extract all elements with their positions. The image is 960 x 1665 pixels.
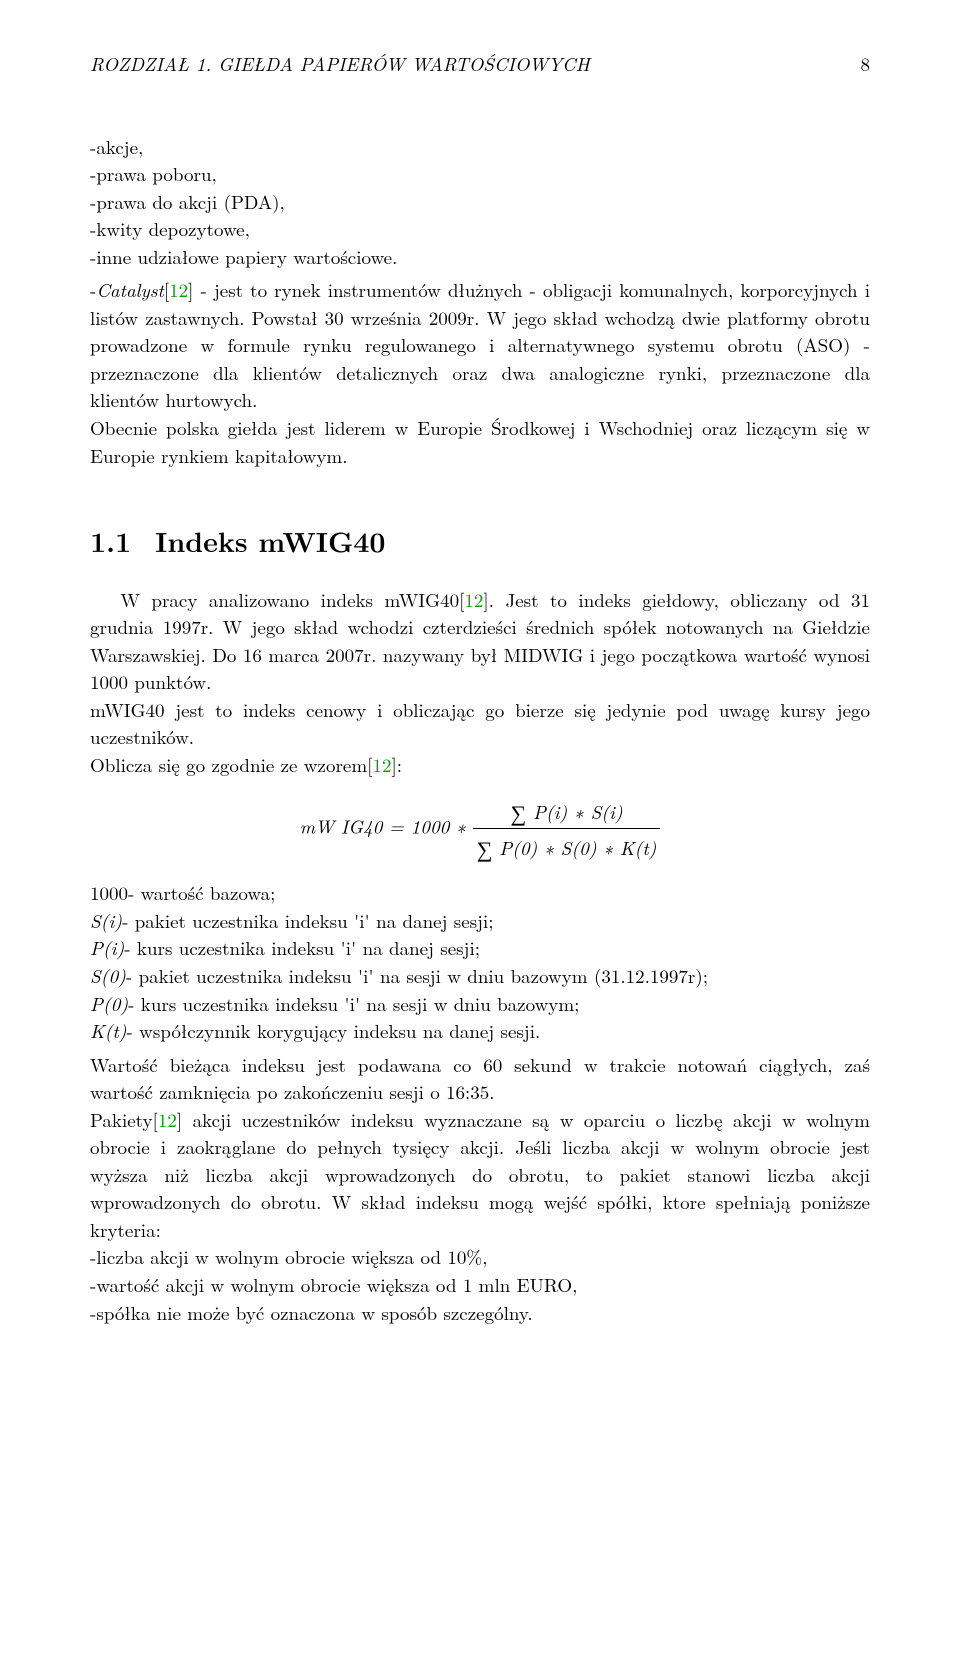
- citation-link[interactable]: 12: [372, 751, 391, 778]
- definitions-list: 1000- wartość bazowa; S(i)- pakiet uczes…: [90, 879, 870, 1044]
- running-head-text: ROZDZIAŁ 1. GIEŁDA PAPIERÓW WARTOŚCIOWYC…: [90, 50, 590, 78]
- formula-denominator: ∑ P(0) ∗ S(0) ∗ K(t): [473, 829, 661, 863]
- def-symbol: K(t): [90, 1017, 126, 1044]
- catalyst-name: Catalyst: [96, 276, 164, 303]
- bullet-item: -akcje,: [90, 133, 870, 161]
- def-text: - współczynnik korygujący indeksu na dan…: [126, 1017, 540, 1044]
- page-number: 8: [860, 50, 870, 78]
- def-symbol: S(0): [90, 962, 126, 989]
- def-symbol: P(i): [90, 934, 124, 961]
- bullet-item: -prawa poboru,: [90, 160, 870, 188]
- bullet-item: -prawa do akcji (PDA),: [90, 188, 870, 216]
- paragraph-frequency: Wartość bieżąca indeksu jest podawana co…: [90, 1051, 870, 1106]
- bullet-item: -inne udziałowe papiery wartościowe.: [90, 243, 870, 271]
- section-title: Indeks mWIG40: [155, 521, 385, 561]
- criteria-item: -wartość akcji w wolnym obrocie większa …: [90, 1271, 870, 1299]
- section-heading: 1.1 Indeks mWIG40: [90, 521, 870, 562]
- text: - jest to rynek instrumentów dłużnych - …: [90, 276, 870, 413]
- def-symbol: P(0): [90, 990, 128, 1017]
- formula-numerator: ∑ P(i) ∗ S(i): [473, 795, 661, 830]
- paragraph-price-index: mWIG40 jest to indeks cenowy i obliczają…: [90, 696, 870, 751]
- def-text: - pakiet uczestnika indeksu 'i' na danej…: [122, 907, 493, 934]
- definition-item: S(0)- pakiet uczestnika indeksu 'i' na s…: [90, 962, 870, 990]
- page: ROZDZIAŁ 1. GIEŁDA PAPIERÓW WARTOŚCIOWYC…: [0, 0, 960, 1386]
- formula-mwig40: mW IG40 = 1000 ∗ ∑ P(i) ∗ S(i) ∑ P(0) ∗ …: [90, 795, 870, 864]
- bullet-item: -kwity depozytowe,: [90, 215, 870, 243]
- def-text: - kurs uczestnika indeksu 'i' na danej s…: [124, 934, 480, 961]
- text: W pracy analizowano indeks mWIG40[: [120, 586, 464, 613]
- definition-item: P(i)- kurs uczestnika indeksu 'i' na dan…: [90, 934, 870, 962]
- formula-fraction: ∑ P(i) ∗ S(i) ∑ P(0) ∗ S(0) ∗ K(t): [473, 795, 661, 864]
- bullet-list: -akcje, -prawa poboru, -prawa do akcji (…: [90, 133, 870, 271]
- text: Oblicza się go zgodnie ze wzorem[: [90, 751, 372, 778]
- definition-item: K(t)- współczynnik korygujący indeksu na…: [90, 1017, 870, 1045]
- def-text: - pakiet uczestnika indeksu 'i' na sesji…: [126, 962, 708, 989]
- paragraph-catalyst: -Catalyst[12] - jest to rynek instrument…: [90, 276, 870, 414]
- paragraph-leader: Obecnie polska giełda jest liderem w Eur…: [90, 414, 870, 469]
- paragraph-formula-intro: Oblicza się go zgodnie ze wzorem[12]:: [90, 751, 870, 779]
- paragraph-mwig-desc: W pracy analizowano indeks mWIG40[12]. J…: [90, 586, 870, 696]
- formula-lhs: mW IG40 = 1000 ∗: [300, 812, 473, 839]
- section-number: 1.1: [90, 521, 131, 561]
- citation-link[interactable]: 12: [464, 586, 483, 613]
- def-text: - kurs uczestnika indeksu 'i' na sesji w…: [128, 990, 579, 1017]
- criteria-item: -liczba akcji w wolnym obrocie większa o…: [90, 1243, 870, 1271]
- criteria-item: -spółka nie może być oznaczona w sposób …: [90, 1299, 870, 1327]
- citation-link[interactable]: 12: [169, 276, 188, 303]
- criteria-list: -liczba akcji w wolnym obrocie większa o…: [90, 1243, 870, 1326]
- paragraph-packages: Pakiety[12] akcji uczestników indeksu wy…: [90, 1106, 870, 1244]
- text: ]:: [391, 751, 402, 778]
- definition-item: 1000- wartość bazowa;: [90, 879, 870, 907]
- def-symbol: S(i): [90, 907, 122, 934]
- definition-item: P(0)- kurs uczestnika indeksu 'i' na ses…: [90, 990, 870, 1018]
- text: Pakiety[: [90, 1106, 158, 1133]
- running-header: ROZDZIAŁ 1. GIEŁDA PAPIERÓW WARTOŚCIOWYC…: [90, 50, 870, 78]
- text: ] akcji uczestników indeksu wyznaczane s…: [90, 1106, 870, 1243]
- citation-link[interactable]: 12: [158, 1106, 177, 1133]
- definition-item: S(i)- pakiet uczestnika indeksu 'i' na d…: [90, 907, 870, 935]
